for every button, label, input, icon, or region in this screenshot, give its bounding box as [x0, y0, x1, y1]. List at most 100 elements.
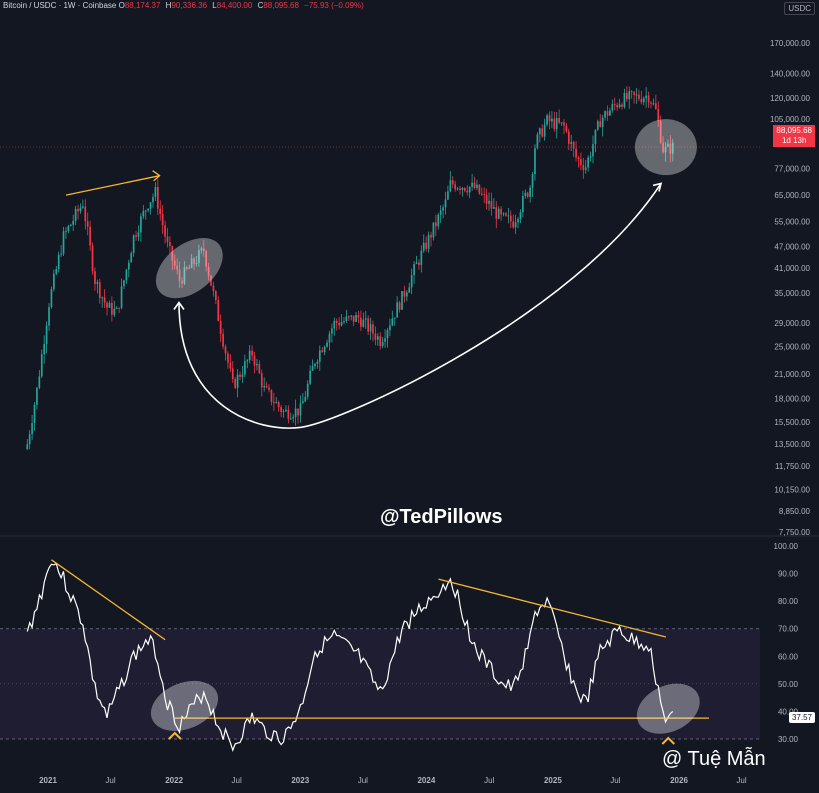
candle-body: [193, 258, 195, 264]
curved-arrow: [178, 182, 662, 429]
candle-body: [253, 355, 256, 366]
candle-body: [372, 324, 374, 334]
candle-body: [456, 188, 459, 190]
candle-body: [613, 104, 616, 106]
high-label: H: [165, 1, 172, 10]
candle-body: [130, 252, 133, 263]
candle-body: [355, 314, 357, 322]
candle-body: [379, 336, 382, 346]
candle-body: [522, 195, 524, 213]
x-tick-label: Jul: [232, 776, 242, 785]
candle-body: [531, 174, 534, 188]
candle-body: [304, 396, 307, 402]
candle-body: [270, 389, 273, 402]
candle-body: [439, 210, 442, 215]
candle-body: [534, 148, 536, 175]
candle-body: [127, 262, 130, 270]
candle-body: [357, 314, 360, 318]
candle-body: [480, 193, 483, 195]
candle-body: [364, 318, 367, 320]
rsi-trend-2024: [438, 578, 667, 638]
candle-body: [442, 207, 444, 211]
candle-body: [161, 213, 164, 226]
candle-body: [432, 222, 435, 238]
candle-body: [471, 182, 473, 187]
candle-body: [594, 129, 597, 145]
price-tick-label: 13,500.00: [774, 440, 810, 449]
candle-body: [45, 325, 48, 344]
candle-body: [156, 187, 159, 209]
price-tick-label: 120,000.00: [770, 94, 811, 103]
price-tick-label: 77,000.00: [774, 164, 810, 173]
candle-body: [164, 225, 166, 237]
x-tick-label: Jul: [484, 776, 494, 785]
candle-body: [207, 266, 210, 276]
candle-body: [79, 207, 82, 212]
candle-body: [285, 409, 287, 412]
candle-body: [563, 122, 565, 126]
candle-body: [115, 307, 118, 309]
candle-body: [386, 330, 389, 339]
candle-body: [616, 105, 619, 108]
candle-body: [159, 208, 162, 214]
candle-body: [118, 307, 120, 309]
low-value: 84,400.00: [216, 1, 253, 10]
candle-body: [398, 302, 401, 310]
rsi-tick-label: 100.00: [774, 542, 799, 551]
price-tick-label: 10,150.00: [774, 485, 810, 494]
candle-body: [538, 128, 541, 135]
candle-body: [604, 111, 606, 118]
candle-body: [205, 251, 208, 267]
candle-body: [251, 350, 253, 356]
candle-body: [647, 95, 650, 103]
circle-current-price: [634, 119, 697, 176]
candle-body: [224, 346, 227, 354]
candle-body: [584, 167, 587, 170]
low-label: L: [212, 1, 217, 10]
candle-body: [98, 282, 101, 299]
curved-arrow-head-end: [652, 182, 663, 192]
candle-body: [323, 346, 326, 353]
candle-body: [123, 280, 125, 287]
candle-body: [393, 317, 396, 319]
candle-body: [384, 338, 386, 342]
candle-body: [558, 118, 560, 123]
candle-body: [671, 142, 674, 154]
candle-body: [638, 94, 640, 99]
price-tick-label: 55,000.00: [774, 218, 810, 227]
candle-body: [345, 316, 348, 321]
candle-body: [292, 417, 295, 419]
candle-body: [239, 374, 241, 377]
candle-body: [618, 104, 621, 108]
candle-body: [120, 286, 123, 308]
candle-body: [183, 267, 186, 284]
candle-body: [67, 226, 70, 232]
candle-body: [311, 366, 314, 371]
candle-body: [374, 333, 377, 340]
candle-body: [297, 408, 299, 416]
last-price-badge: 88,095.68 1d 13h: [773, 125, 815, 147]
candle-body: [77, 208, 79, 212]
x-tick-label: 2024: [417, 776, 435, 785]
candle-body: [43, 343, 46, 355]
candle-body: [657, 109, 660, 122]
candle-body: [72, 220, 75, 225]
x-tick-label: Jul: [736, 776, 746, 785]
candle-body: [227, 353, 229, 363]
candle-body: [275, 402, 278, 404]
x-tick-label: 2022: [165, 776, 183, 785]
candle-body: [181, 280, 183, 284]
candle-body: [328, 333, 331, 343]
candle-body: [229, 362, 232, 369]
candle-body: [74, 208, 77, 221]
candle-body: [505, 213, 507, 216]
candle-body: [343, 320, 345, 322]
candle-body: [36, 387, 38, 405]
candle-body: [466, 190, 469, 193]
currency-badge[interactable]: USDC: [784, 2, 815, 15]
candle-body: [50, 289, 53, 308]
last-price-value: 88,095.68: [776, 126, 812, 135]
candle-body: [338, 322, 340, 326]
